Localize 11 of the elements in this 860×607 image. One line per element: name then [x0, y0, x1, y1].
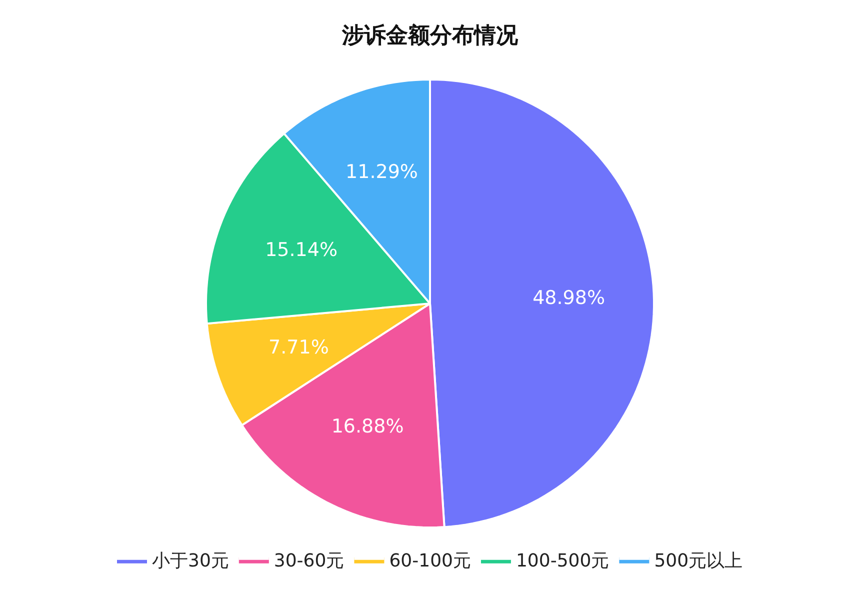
legend-label: 500元以上	[654, 550, 743, 572]
data-label: 15.14%	[265, 238, 338, 261]
data-label: 16.88%	[331, 415, 404, 438]
data-label: 11.29%	[346, 161, 418, 183]
legend-label: 30-60元	[274, 550, 344, 572]
legend-label: 100-500元	[516, 550, 610, 572]
data-label: 48.98%	[532, 286, 606, 309]
chart-title: 涉诉金额分布情况	[341, 22, 519, 49]
legend-label: 小于30元	[152, 550, 229, 572]
legend-label: 60-100元	[389, 550, 471, 572]
data-label: 7.71%	[268, 336, 329, 359]
